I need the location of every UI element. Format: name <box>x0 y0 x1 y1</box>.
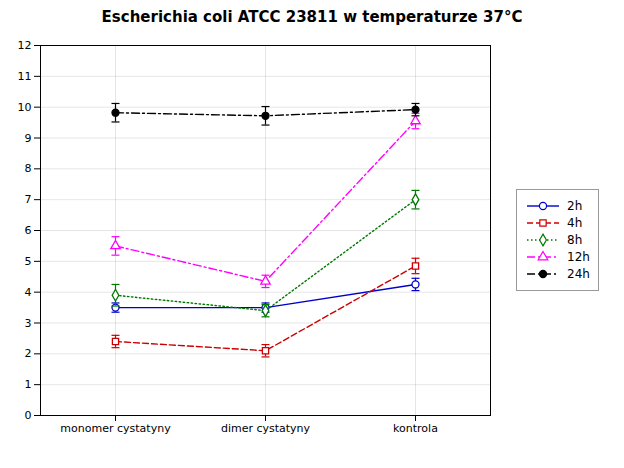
html-text:Escherichia coli ATCC 23811 w: Escherichia coli ATCC 23811 w temperatur… <box>101 8 523 26</box>
svg-text:4: 4 <box>25 286 32 299</box>
svg-text:kontrola: kontrola <box>393 422 438 435</box>
html-text:2h: 2h <box>567 199 583 213</box>
svg-text:0: 0 <box>25 409 32 422</box>
svg-text:2: 2 <box>25 347 32 360</box>
svg-text:1: 1 <box>25 378 32 391</box>
svg-text:5: 5 <box>25 255 32 268</box>
svg-text:12: 12 <box>18 39 32 52</box>
html-text:24h: 24h <box>567 267 590 281</box>
svg-text:dimer cystatyny: dimer cystatyny <box>221 422 311 435</box>
svg-text:6: 6 <box>25 224 32 237</box>
svg-text:3: 3 <box>25 317 32 330</box>
svg-text:monomer cystatyny: monomer cystatyny <box>60 422 171 435</box>
svg-text:10: 10 <box>18 101 32 114</box>
html-text:8h: 8h <box>567 233 583 247</box>
svg-text:9: 9 <box>25 132 32 145</box>
svg-text:7: 7 <box>25 193 32 206</box>
svg-text:8: 8 <box>25 162 32 175</box>
html-text:4h: 4h <box>567 216 583 230</box>
svg-text:11: 11 <box>18 70 32 83</box>
html-text:12h: 12h <box>567 250 590 264</box>
